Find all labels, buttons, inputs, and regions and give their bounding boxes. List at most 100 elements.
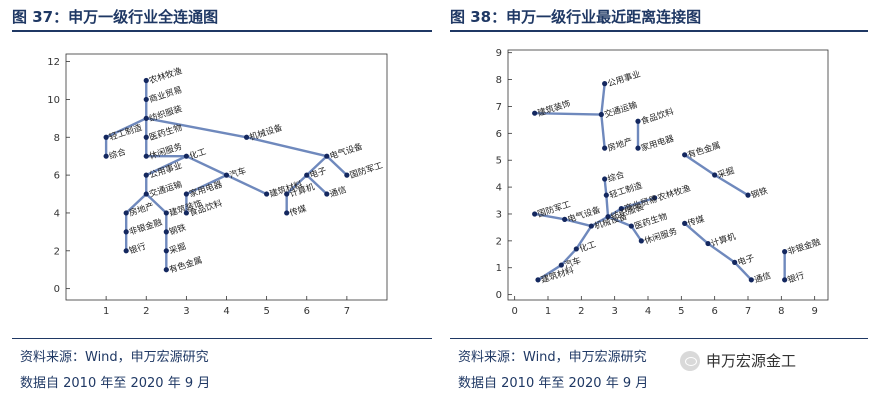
x-tick-label: 6 (304, 306, 310, 317)
node-label: 电子 (736, 252, 756, 268)
y-tick-label: 2 (496, 236, 502, 247)
network-edge (706, 242, 736, 264)
network-node (682, 220, 688, 226)
node-label: 汽车 (563, 255, 583, 271)
network-edge (683, 222, 710, 245)
network-node (223, 172, 230, 178)
network-node (163, 229, 169, 235)
y-tick-label: 9 (496, 48, 502, 59)
footer-rule-right (450, 338, 868, 339)
network-node (183, 210, 189, 216)
network-node (344, 172, 350, 178)
y-tick-label: 12 (47, 57, 60, 68)
x-tick-label: 1 (545, 306, 551, 317)
x-tick-label: 5 (263, 306, 269, 317)
x-tick-label: 4 (223, 306, 229, 317)
network-node (163, 267, 169, 273)
y-tick-label: 10 (47, 95, 60, 106)
y-tick-label: 8 (54, 133, 60, 144)
network-node (264, 191, 270, 197)
network-edge (225, 173, 268, 196)
y-tick-label: 4 (496, 183, 502, 194)
y-tick-label: 0 (496, 290, 502, 301)
network-edge (325, 154, 349, 177)
network-edge (185, 154, 228, 177)
node-label: 通信 (328, 184, 348, 200)
y-tick-label: 0 (54, 284, 60, 295)
node-label: 通信 (753, 270, 773, 286)
x-tick-label: 5 (678, 306, 684, 317)
network-node (143, 77, 149, 84)
watermark: 申万宏源金工 (680, 350, 796, 371)
network-node (532, 211, 538, 217)
network-node (123, 248, 129, 254)
network-node (143, 96, 149, 103)
network-node (103, 134, 109, 140)
period-note-left: 数据自 2010 年至 2020 年 9 月 (20, 376, 211, 391)
network-node (143, 115, 149, 121)
node-label: 综合 (606, 169, 626, 185)
node-label: 银行 (786, 270, 806, 286)
network-edge (590, 215, 610, 228)
network-node (682, 152, 688, 158)
network-node (602, 145, 608, 151)
network-edge (536, 263, 563, 282)
node-label: 综合 (108, 146, 128, 162)
node-label: 采掘 (716, 165, 736, 181)
network-node (782, 249, 788, 255)
network-node (602, 81, 608, 87)
network-edge (124, 192, 148, 215)
plot-frame (507, 49, 829, 301)
node-label: 电子 (308, 165, 328, 181)
network-node (712, 172, 718, 178)
network-node (163, 248, 169, 254)
network-node (243, 134, 250, 140)
network-node (103, 153, 109, 159)
source-note-right: 资料来源：Wind，申万宏源研究 (458, 350, 647, 365)
network-edge (605, 193, 610, 218)
network-node (732, 259, 738, 265)
network-node (143, 191, 149, 197)
network-node (183, 153, 189, 159)
source-note-left: 资料来源：Wind，申万宏源研究 (20, 350, 209, 365)
network-edge (185, 173, 228, 196)
network-node (143, 134, 149, 140)
node-label: 化工 (188, 146, 208, 162)
network-node (602, 176, 608, 182)
title-rule-left (12, 30, 432, 32)
network-edge (145, 154, 188, 177)
network-edge (145, 192, 168, 215)
y-tick-label: 3 (496, 209, 502, 220)
y-tick-label: 8 (496, 75, 502, 86)
network-edge (603, 177, 608, 197)
x-tick-label: 6 (711, 306, 717, 317)
network-node (628, 223, 634, 229)
x-tick-label: 3 (183, 306, 189, 317)
network-node (284, 191, 290, 197)
node-label: 钢铁 (168, 222, 188, 238)
network-edge (620, 196, 656, 210)
network-node (605, 214, 611, 220)
network-edge (104, 117, 148, 139)
network-node (123, 210, 129, 216)
network-node (705, 240, 711, 247)
network-node (603, 192, 609, 198)
network-node (123, 229, 129, 235)
network-node (324, 191, 330, 197)
network-node (598, 111, 604, 118)
network-node (748, 277, 754, 283)
network-node (535, 277, 541, 283)
panel-title-right: 图 38：申万一级行业最近距离连接图 (450, 8, 702, 26)
footer-rule-left (12, 338, 432, 339)
network-node (573, 246, 579, 252)
network-node (143, 172, 149, 178)
network-node (562, 216, 568, 222)
x-tick-label: 0 (511, 306, 517, 317)
title-rule-right (450, 30, 868, 32)
watermark-text: 申万宏源金工 (706, 352, 797, 370)
network-edge (533, 212, 566, 221)
network-edge (145, 117, 248, 139)
network-node (143, 153, 149, 159)
y-tick-label: 1 (496, 263, 502, 274)
